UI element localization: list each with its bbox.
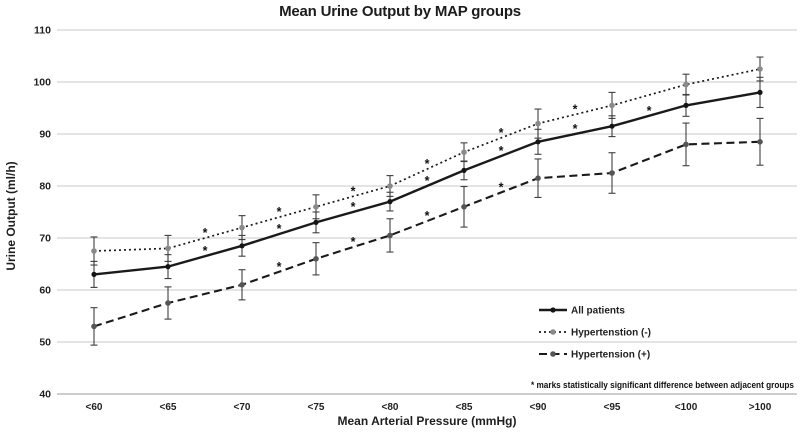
tick-labels-layer: 40 50 60 70 80 90 100 110 <60 <65 <70 <75 <80 <85 <90 <… xyxy=(33,25,771,414)
significance-asterisk: * xyxy=(351,200,356,214)
data-point-marker xyxy=(757,139,763,145)
significance-asterisk: * xyxy=(499,126,504,140)
significance-asterisk: * xyxy=(203,226,208,240)
data-point-marker xyxy=(461,167,467,173)
data-point-marker xyxy=(757,66,763,72)
data-point-marker xyxy=(535,120,541,127)
data-point-marker xyxy=(683,102,689,108)
significance-asterisk: * xyxy=(277,205,282,219)
significance-asterisk: * xyxy=(351,235,356,249)
significance-asterisk: * xyxy=(277,222,282,236)
significance-asterisk: * xyxy=(351,184,356,198)
data-point-marker xyxy=(313,255,319,262)
data-point-marker xyxy=(91,271,97,277)
data-point-marker xyxy=(91,323,97,330)
data-point-marker xyxy=(683,141,689,148)
legend-marker xyxy=(550,351,556,357)
legend: All patients Hypertenstion (-) Hypertensio… xyxy=(539,306,651,361)
data-point-marker xyxy=(757,89,763,95)
series-line xyxy=(93,140,761,328)
significance-asterisk: * xyxy=(425,174,430,188)
data-point-marker xyxy=(165,245,171,252)
legend-item: Hypertension (+) xyxy=(539,350,650,361)
x-tick-label: <90 xyxy=(530,402,547,413)
data-point-marker xyxy=(165,264,171,270)
x-tick-label: <70 xyxy=(234,402,251,413)
x-tick-label: <75 xyxy=(308,402,325,413)
data-point-marker xyxy=(239,224,245,231)
y-tick-label: 80 xyxy=(39,181,51,193)
significance-asterisk: * xyxy=(573,103,578,117)
chart-title: Mean Urine Output by MAP groups xyxy=(279,3,521,20)
data-point-marker xyxy=(609,123,615,129)
data-point-marker xyxy=(461,149,467,155)
legend-label: Hypertenstion (-) xyxy=(571,328,651,339)
data-point-marker xyxy=(91,248,97,254)
x-tick-label: <95 xyxy=(604,402,621,413)
data-point-marker xyxy=(387,183,393,189)
data-point-marker xyxy=(313,219,319,225)
data-point-marker xyxy=(535,139,541,145)
data-point-marker xyxy=(239,282,245,288)
series-layer: * * * * * * * * * * * * * * * * * xyxy=(90,56,764,346)
x-tick-label: <85 xyxy=(456,402,473,413)
significance-asterisk: * xyxy=(425,157,430,171)
data-point-marker xyxy=(461,204,467,210)
data-point-marker xyxy=(609,170,615,176)
data-point-marker xyxy=(239,243,245,249)
series-solid: * * * * * * * xyxy=(90,76,764,288)
legend-item: Hypertenstion (-) xyxy=(539,328,651,339)
legend-label: Hypertension (+) xyxy=(571,350,650,361)
legend-label: All patients xyxy=(571,306,625,317)
series-line xyxy=(93,68,761,252)
significance-asterisk: * xyxy=(425,209,430,223)
legend-item: All patients xyxy=(539,306,625,317)
data-point-marker xyxy=(387,199,393,205)
y-axis-title: Urine Output (ml/h) xyxy=(4,161,18,270)
x-tick-label: >100 xyxy=(749,402,772,413)
data-point-marker xyxy=(313,204,319,210)
x-tick-label: <65 xyxy=(160,402,177,413)
series-dotted: * * * * * * xyxy=(90,56,764,266)
y-tick-label: 60 xyxy=(39,285,51,297)
data-point-marker xyxy=(683,81,689,88)
y-tick-label: 40 xyxy=(39,389,51,401)
significance-asterisk: * xyxy=(573,122,578,136)
x-tick-label: <80 xyxy=(382,402,399,413)
significance-asterisk: * xyxy=(203,244,208,258)
y-tick-label: 100 xyxy=(33,77,51,89)
significance-asterisk: * xyxy=(499,181,504,195)
series-dashed: * * * * xyxy=(90,117,764,346)
significance-asterisk: * xyxy=(277,260,282,274)
legend-marker xyxy=(550,329,556,335)
data-point-marker xyxy=(535,175,541,181)
data-point-marker xyxy=(165,300,171,306)
significance-asterisk: * xyxy=(499,144,504,158)
y-tick-label: 110 xyxy=(34,25,51,37)
data-point-marker xyxy=(609,102,615,109)
x-tick-label: <100 xyxy=(675,402,698,413)
y-tick-label: 50 xyxy=(39,337,51,349)
significance-note: * marks statistically significant differ… xyxy=(531,380,794,390)
data-point-marker xyxy=(387,232,393,239)
significance-asterisk: * xyxy=(647,104,652,118)
series-line xyxy=(93,91,761,276)
legend-marker xyxy=(550,307,556,313)
x-tick-label: <60 xyxy=(86,402,103,413)
x-axis-title: Mean Arterial Pressure (mmHg) xyxy=(338,414,517,428)
y-tick-label: 90 xyxy=(39,129,51,141)
y-tick-label: 70 xyxy=(39,233,51,245)
